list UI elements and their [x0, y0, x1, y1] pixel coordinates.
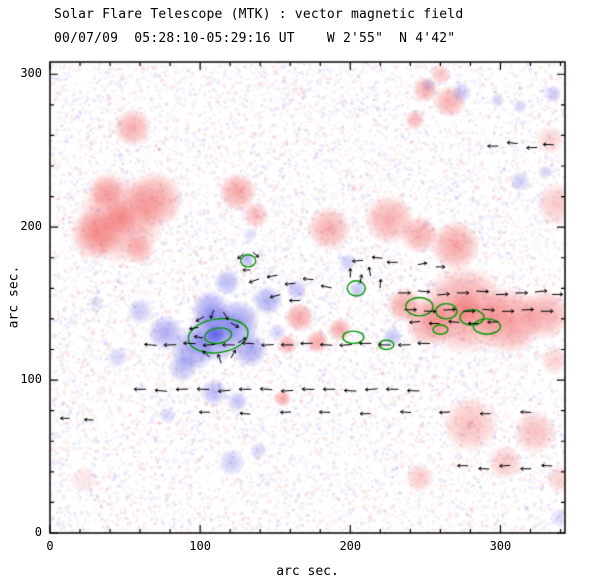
- figure-title: Solar Flare Telescope (MTK) : vector mag…: [54, 7, 464, 22]
- figure-subtitle: 00/07/09 05:28:10-05:29:16 UT W 2'55" N …: [54, 31, 456, 46]
- y-tick-label: 300: [20, 66, 42, 81]
- x-axis-label: arc sec.: [276, 564, 339, 579]
- y-tick-label: 200: [20, 219, 42, 234]
- x-tick-label: 100: [189, 539, 211, 553]
- y-tick-label: 100: [20, 372, 42, 387]
- x-tick-label: 200: [339, 539, 362, 553]
- x-tick-label: 0: [46, 539, 54, 553]
- y-axis-label: arc sec.: [6, 265, 22, 329]
- y-tick-label: 0: [34, 525, 42, 539]
- x-tick-label: 300: [489, 539, 512, 553]
